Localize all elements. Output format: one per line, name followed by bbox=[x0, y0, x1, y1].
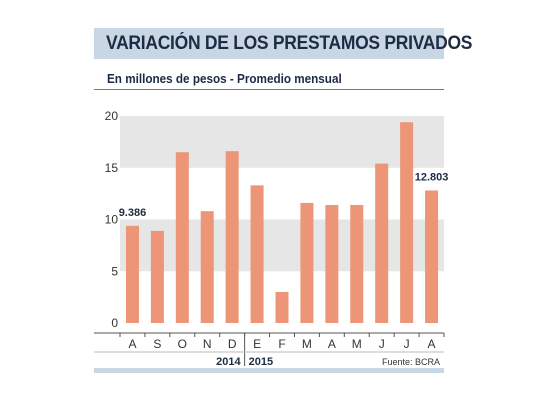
y-tick-label: 5 bbox=[111, 264, 118, 278]
grid-band bbox=[120, 219, 444, 272]
x-tick-label: M bbox=[352, 337, 362, 351]
bar bbox=[375, 163, 389, 323]
bars-group bbox=[125, 122, 439, 324]
bar bbox=[400, 122, 414, 324]
x-tick-label: F bbox=[278, 337, 285, 351]
bar bbox=[300, 202, 314, 323]
x-tick-label: J bbox=[379, 337, 385, 351]
bottom-strip bbox=[94, 368, 444, 373]
bar bbox=[425, 190, 439, 323]
background-bands bbox=[120, 116, 444, 272]
x-tick-label: O bbox=[178, 337, 187, 351]
chart-subtitle: En millones de pesos - Promedio mensual bbox=[107, 71, 342, 86]
data-labels: 9.386 12.803 bbox=[119, 171, 449, 218]
bar bbox=[325, 205, 339, 323]
title-bar: VARIACIÓN DE LOS PRESTAMOS PRIVADOS bbox=[94, 28, 472, 59]
x-tick-label: E bbox=[253, 337, 261, 351]
x-tick-label: A bbox=[128, 337, 136, 351]
bar bbox=[125, 225, 139, 323]
bar bbox=[250, 185, 264, 323]
y-axis-ticks: 0 5 10 15 20 bbox=[105, 109, 119, 330]
data-label: 9.386 bbox=[119, 207, 147, 219]
x-tick-label: A bbox=[328, 337, 336, 351]
y-tick-label: 10 bbox=[105, 213, 119, 227]
y-tick-label: 20 bbox=[105, 109, 119, 123]
x-tick-label: S bbox=[153, 337, 161, 351]
year-label-2014: 2014 bbox=[216, 356, 241, 368]
y-tick-label: 15 bbox=[105, 161, 119, 175]
bar bbox=[350, 205, 364, 323]
source-note: Fuente: BCRA bbox=[382, 357, 440, 367]
bar bbox=[175, 152, 189, 323]
subtitle-rule bbox=[94, 89, 444, 90]
x-tick-label: A bbox=[428, 337, 436, 351]
x-tick-label: N bbox=[203, 337, 212, 351]
x-tick-label: M bbox=[302, 337, 312, 351]
x-axis: A S O N D E F M A M J J A 2014 2015 bbox=[94, 332, 445, 368]
chart-title: VARIACIÓN DE LOS PRESTAMOS PRIVADOS bbox=[106, 33, 473, 54]
bar bbox=[225, 151, 239, 323]
y-tick-label: 0 bbox=[111, 316, 118, 330]
x-tick-label: J bbox=[404, 337, 410, 351]
bar bbox=[275, 291, 289, 323]
year-label-2015: 2015 bbox=[249, 356, 273, 368]
grid-band bbox=[120, 116, 444, 168]
bar bbox=[150, 230, 164, 323]
data-label: 12.803 bbox=[415, 171, 449, 183]
x-tick-label: D bbox=[228, 337, 237, 351]
bar bbox=[200, 211, 214, 323]
